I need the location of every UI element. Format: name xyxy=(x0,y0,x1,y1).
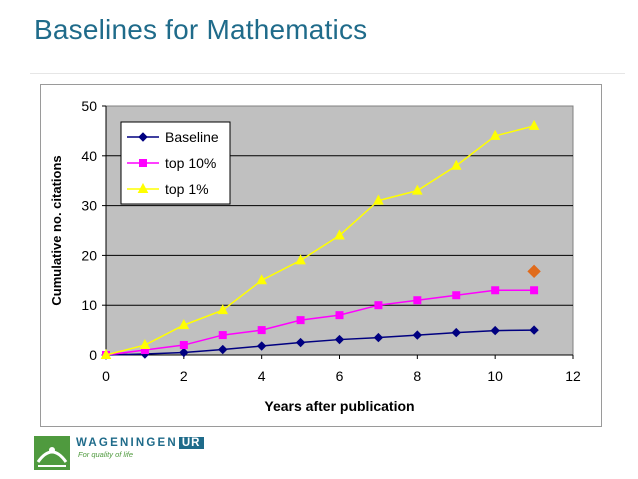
series-2-point xyxy=(373,194,384,205)
series-0-point xyxy=(334,334,345,345)
series-1-point xyxy=(413,296,422,305)
series-0-point xyxy=(373,332,384,343)
series-1-point xyxy=(530,286,539,295)
y-tick-label: 20 xyxy=(81,247,97,263)
series-2-point xyxy=(334,229,345,240)
series-0-point xyxy=(179,347,189,358)
y-tick-label: 50 xyxy=(81,98,97,114)
series-1-point xyxy=(374,301,383,310)
x-tick-label: 4 xyxy=(258,368,266,384)
logo-tagline: For quality of life xyxy=(78,450,134,459)
series-2-point xyxy=(256,274,267,285)
y-tick-label: 10 xyxy=(81,297,97,313)
citations-chart: 0 10 20 30 40 50 0 2 4 6 8 10 12 Years after publicat… xyxy=(49,98,581,414)
legend-marker-0 xyxy=(138,132,148,142)
series-1-point xyxy=(335,311,344,320)
x-tick-label: 2 xyxy=(180,368,188,384)
series-0-point xyxy=(451,327,461,338)
series-2-point xyxy=(528,119,540,130)
series-2-point xyxy=(217,304,229,315)
y-axis-label: Cumulative no. citations xyxy=(49,155,64,305)
series-0-point xyxy=(256,341,267,351)
highlight-point xyxy=(527,264,541,279)
series-0-point xyxy=(412,330,423,340)
series-line-1 xyxy=(105,289,535,356)
slide-title: Baselines for Mathematics xyxy=(34,14,368,45)
logo-ur-badge: UR xyxy=(178,437,204,449)
x-tick-label: 8 xyxy=(413,368,421,384)
series-line-0 xyxy=(105,329,535,356)
series-2-point xyxy=(100,348,112,359)
x-tick-label: 10 xyxy=(487,368,503,384)
y-tick-label: 30 xyxy=(81,198,97,214)
y-tick-label: 0 xyxy=(89,347,97,363)
series-2-point xyxy=(450,159,462,170)
legend-marker-2 xyxy=(137,182,149,193)
series-0-point xyxy=(295,337,306,348)
series-2-point xyxy=(412,184,423,195)
legend-marker-1 xyxy=(139,159,147,167)
wageningen-logo: WAGENINGEN UR For quality of life xyxy=(34,436,214,472)
series-2-point xyxy=(178,319,190,330)
legend-label-2: top 1% xyxy=(165,181,209,197)
logo-name-text: WAGENINGEN xyxy=(76,437,178,449)
series-0-point xyxy=(490,325,500,336)
series-1-point xyxy=(296,316,305,325)
series-1-point xyxy=(491,286,500,295)
series-2-point xyxy=(295,254,306,265)
series-2-point xyxy=(139,338,151,350)
series-line-2 xyxy=(105,125,535,356)
series-1-point xyxy=(179,341,188,350)
chart-frame: 0 10 20 30 40 50 0 2 4 6 8 10 12 Years after publicat… xyxy=(40,84,602,427)
series-1-point xyxy=(257,326,266,335)
x-tick-label: 12 xyxy=(565,368,581,384)
wageningen-emblem-icon xyxy=(34,436,70,470)
x-tick-label: 0 xyxy=(102,368,110,384)
series-0-point xyxy=(529,325,539,335)
x-tick-label: 6 xyxy=(336,368,344,384)
x-axis-label: Years after publication xyxy=(264,398,414,414)
logo-wordmark: WAGENINGEN UR xyxy=(76,437,204,449)
y-tick-label: 40 xyxy=(81,148,97,164)
title-divider xyxy=(30,73,625,74)
legend-label-1: top 10% xyxy=(165,155,216,171)
legend-label-0: Baseline xyxy=(165,129,219,145)
series-0-point xyxy=(218,344,228,355)
series-2-point xyxy=(489,129,501,140)
series-1-point xyxy=(452,291,461,300)
series-1-point xyxy=(218,331,227,340)
